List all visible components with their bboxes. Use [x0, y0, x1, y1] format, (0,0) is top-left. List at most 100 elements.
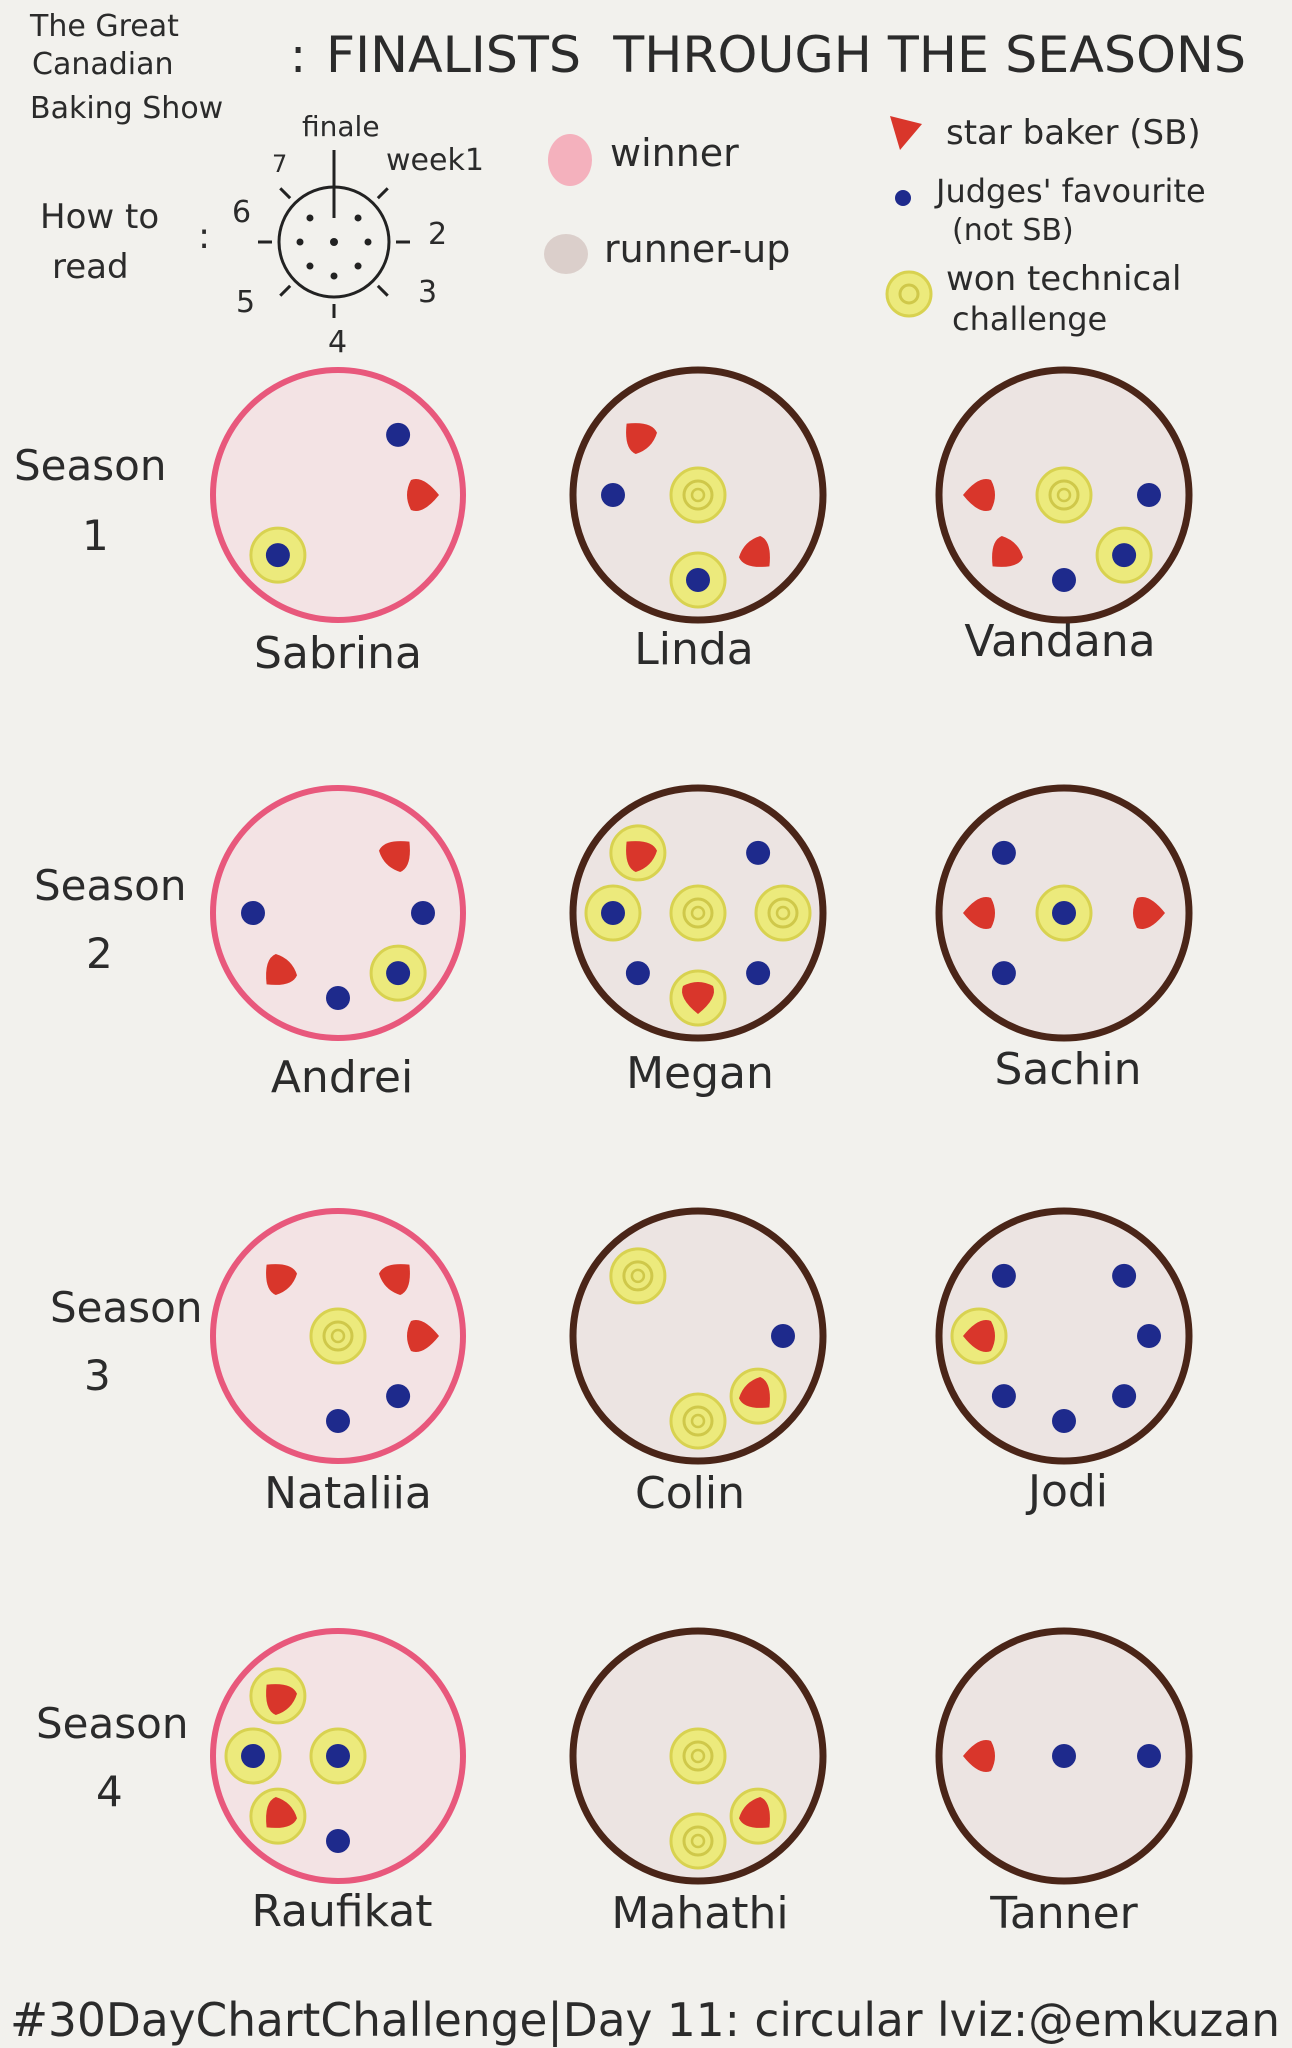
star-baker-marker [407, 1320, 439, 1352]
page-title: FINALISTS THROUGH THE SEASONS [326, 26, 1246, 84]
finalist-name-s2-2: Megan [626, 1048, 774, 1099]
week6-label: 6 [232, 195, 251, 230]
how-to-read-label-line1: How to [40, 197, 159, 237]
star-baker-marker [739, 1377, 770, 1408]
technical-win-marker [669, 1812, 727, 1870]
season-2-label-line1: Season [34, 861, 186, 910]
technical-swirl [682, 1825, 714, 1857]
finalist-chart-megan [569, 784, 827, 1042]
technical-swirl-inner [1056, 487, 1072, 503]
legend-winner-label: winner [610, 131, 739, 175]
finalist-chart-mahathi [569, 1627, 827, 1885]
technical-swirl-inner [690, 1833, 706, 1849]
week5-label: 5 [236, 285, 255, 320]
judges-favourite-marker [1112, 1263, 1137, 1288]
technical-swirl-inner [330, 1328, 346, 1344]
finalist-names: Sabrina Linda Vandana Andrei Megan Sachi… [251, 616, 1155, 1939]
footer-credit: #30DayChartChallenge|Day 11: circular lv… [10, 1993, 1280, 2048]
technical-swirl-inner [690, 487, 706, 503]
judges-favourite-marker [326, 1744, 350, 1768]
finalist-chart-andrei [210, 785, 466, 1041]
technical-swirl-inner [630, 1268, 646, 1284]
star-baker-marker [963, 897, 995, 929]
technical-win-marker [669, 466, 727, 524]
star-baker-marker [682, 982, 714, 1014]
star-baker-marker [266, 1797, 297, 1828]
technical-swirl [682, 1405, 714, 1437]
clock-week-tick [279, 187, 292, 200]
week3-label: 3 [418, 275, 437, 310]
how-to-read: How to read : finale week1 2 3 4 5 6 7 [40, 110, 484, 360]
finalist-name-s3-1: Nataliia [264, 1468, 432, 1519]
judges-favourite-marker [625, 961, 650, 986]
clock-week-dot [354, 214, 362, 222]
finalist-chart-vandana [935, 366, 1193, 624]
judges-favourite-marker [386, 422, 411, 447]
finalist-name-s1-3: Vandana [964, 616, 1155, 667]
judges-favourite-marker [265, 543, 290, 568]
legend-star-baker-label: star baker (SB) [946, 113, 1201, 153]
judges-favourite-marker [326, 986, 350, 1010]
finale-label: finale [302, 110, 380, 143]
how-to-read-clock [258, 150, 410, 318]
season-1-label-line2: 1 [82, 511, 109, 560]
judges-favourite-marker [386, 1384, 411, 1409]
finalist-chart-linda [569, 366, 827, 624]
season-labels: Season 1 Season 2 Season 3 Season 4 [14, 441, 202, 1816]
finalist-chart-raufikat [210, 1628, 466, 1884]
judges-favourite-marker [326, 1409, 350, 1433]
technical-win-marker [669, 884, 727, 942]
judges-favourite-marker [991, 1384, 1016, 1409]
finalist-chart-nataliia [210, 1208, 466, 1464]
star-baker-marker [266, 1684, 297, 1715]
judges-favourite-marker [326, 1829, 350, 1853]
week1-label: week1 [386, 143, 484, 178]
judges-favourite-marker [1052, 568, 1076, 592]
judges-favourite-marker [1052, 901, 1076, 925]
title-small-line1: The Great [29, 9, 179, 44]
season-1-label-line1: Season [14, 441, 166, 490]
finalist-name-s2-1: Andrei [271, 1052, 413, 1103]
legend: winner runner-up star baker (SB) Judges'… [544, 113, 1206, 338]
technical-swirl-inner [775, 905, 791, 921]
star-baker-marker [963, 1320, 995, 1352]
clock-week-tick [279, 284, 292, 297]
legend-star-baker-marker [890, 116, 922, 150]
judges-favourite-marker [411, 901, 435, 925]
star-baker-marker [739, 536, 770, 567]
title-small-line2: Canadian [32, 47, 174, 82]
finalist-name-s2-3: Sachin [994, 1044, 1141, 1095]
judges-favourite-marker [386, 961, 411, 986]
finalist-name-s4-1: Raufikat [251, 1886, 432, 1937]
legend-winner-swatch [548, 134, 592, 186]
clock-week-dot [296, 238, 304, 246]
judges-favourite-marker [1052, 1744, 1076, 1768]
season-2-label-line2: 2 [86, 929, 113, 978]
finalist-chart-tanner [935, 1627, 1193, 1885]
judges-favourite-marker [241, 1744, 265, 1768]
clock-week-dot [330, 272, 338, 280]
technical-swirl-inner [690, 905, 706, 921]
season-3-label-line2: 3 [84, 1351, 111, 1400]
star-baker-marker [266, 1264, 297, 1295]
week4-label: 4 [328, 325, 347, 360]
finalist-name-s4-3: Tanner [989, 1888, 1138, 1939]
judges-favourite-marker [1052, 1409, 1076, 1433]
finalist-name-s4-2: Mahathi [611, 1888, 788, 1939]
technical-win-marker [754, 884, 812, 942]
legend-judges-favourite-marker [895, 190, 911, 206]
technical-win-marker [669, 1392, 727, 1450]
technical-swirl [622, 1260, 654, 1292]
finalist-name-s3-2: Colin [635, 1468, 745, 1519]
legend-runner-up-label: runner-up [604, 227, 790, 271]
how-to-read-label-line2: read [52, 247, 129, 287]
week2-label: 2 [428, 217, 447, 252]
how-to-read-colon: : [198, 216, 210, 257]
judges-favourite-marker [1112, 543, 1137, 568]
star-baker-marker [739, 1797, 770, 1828]
clock-week-tick [376, 187, 389, 200]
finalist-chart-colin [569, 1207, 827, 1465]
star-baker-marker [379, 1264, 410, 1295]
season-4-label-line1: Season [36, 1699, 188, 1748]
clock-week-dot [354, 262, 362, 270]
